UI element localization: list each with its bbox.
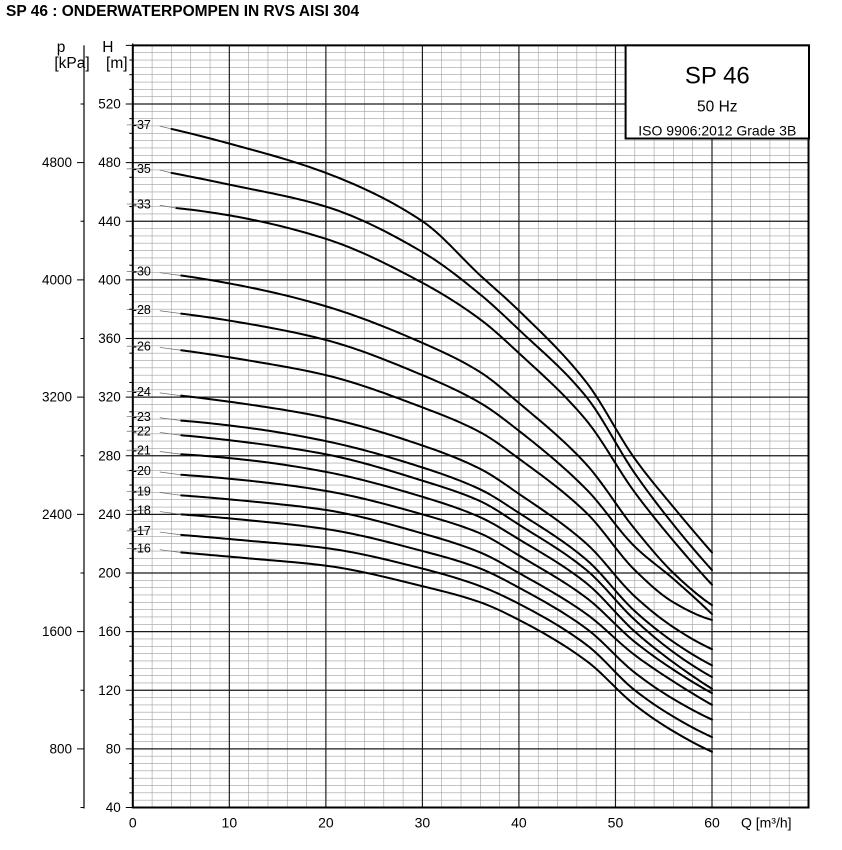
svg-text:-19: -19: [133, 485, 151, 499]
svg-text:-22: -22: [133, 424, 151, 438]
svg-text:SP 46: SP 46: [685, 62, 750, 89]
svg-text:10: 10: [222, 815, 238, 831]
svg-text:480: 480: [98, 155, 121, 170]
svg-text:50: 50: [608, 815, 624, 831]
svg-text:80: 80: [106, 741, 121, 756]
svg-text:30: 30: [415, 815, 431, 831]
svg-text:SP 46 : ONDERWATERPOMPEN IN RV: SP 46 : ONDERWATERPOMPEN IN RVS AISI 304: [6, 3, 360, 20]
svg-text:[m]: [m]: [106, 55, 128, 72]
svg-text:-33: -33: [133, 197, 151, 211]
svg-text:360: 360: [98, 331, 121, 346]
svg-text:-26: -26: [133, 339, 151, 353]
svg-text:-18: -18: [133, 504, 151, 518]
svg-text:160: 160: [98, 624, 121, 639]
svg-text:60: 60: [704, 815, 720, 831]
svg-text:0: 0: [129, 815, 137, 831]
svg-text:240: 240: [98, 507, 121, 522]
svg-text:-16: -16: [133, 542, 151, 556]
svg-text:40: 40: [511, 815, 527, 831]
svg-text:320: 320: [98, 390, 121, 405]
svg-text:120: 120: [98, 683, 121, 698]
svg-text:520: 520: [98, 97, 121, 112]
svg-text:-28: -28: [133, 303, 151, 317]
svg-text:-23: -23: [133, 410, 151, 424]
svg-text:400: 400: [98, 272, 121, 287]
svg-text:-37: -37: [133, 118, 151, 132]
svg-text:3200: 3200: [42, 390, 72, 405]
svg-text:4000: 4000: [42, 272, 72, 287]
svg-text:-24: -24: [133, 385, 151, 399]
svg-text:-30: -30: [133, 265, 151, 279]
svg-text:50 Hz: 50 Hz: [697, 98, 738, 115]
svg-text:ISO 9906:2012 Grade 3B: ISO 9906:2012 Grade 3B: [638, 122, 796, 138]
svg-text:-17: -17: [133, 524, 151, 538]
svg-text:2400: 2400: [42, 507, 72, 522]
svg-text:Q [m³/h]: Q [m³/h]: [741, 815, 792, 831]
svg-text:p: p: [57, 39, 66, 56]
svg-text:40: 40: [106, 800, 121, 815]
svg-text:1600: 1600: [42, 624, 72, 639]
svg-text:-35: -35: [133, 162, 151, 176]
svg-text:20: 20: [318, 815, 334, 831]
svg-text:440: 440: [98, 214, 121, 229]
svg-text:200: 200: [98, 566, 121, 581]
svg-text:800: 800: [49, 741, 72, 756]
svg-text:[kPa]: [kPa]: [54, 55, 89, 72]
svg-text:4800: 4800: [42, 155, 72, 170]
svg-text:280: 280: [98, 448, 121, 463]
svg-text:-21: -21: [133, 443, 151, 457]
svg-text:H: H: [102, 39, 113, 56]
svg-text:-20: -20: [133, 464, 151, 478]
